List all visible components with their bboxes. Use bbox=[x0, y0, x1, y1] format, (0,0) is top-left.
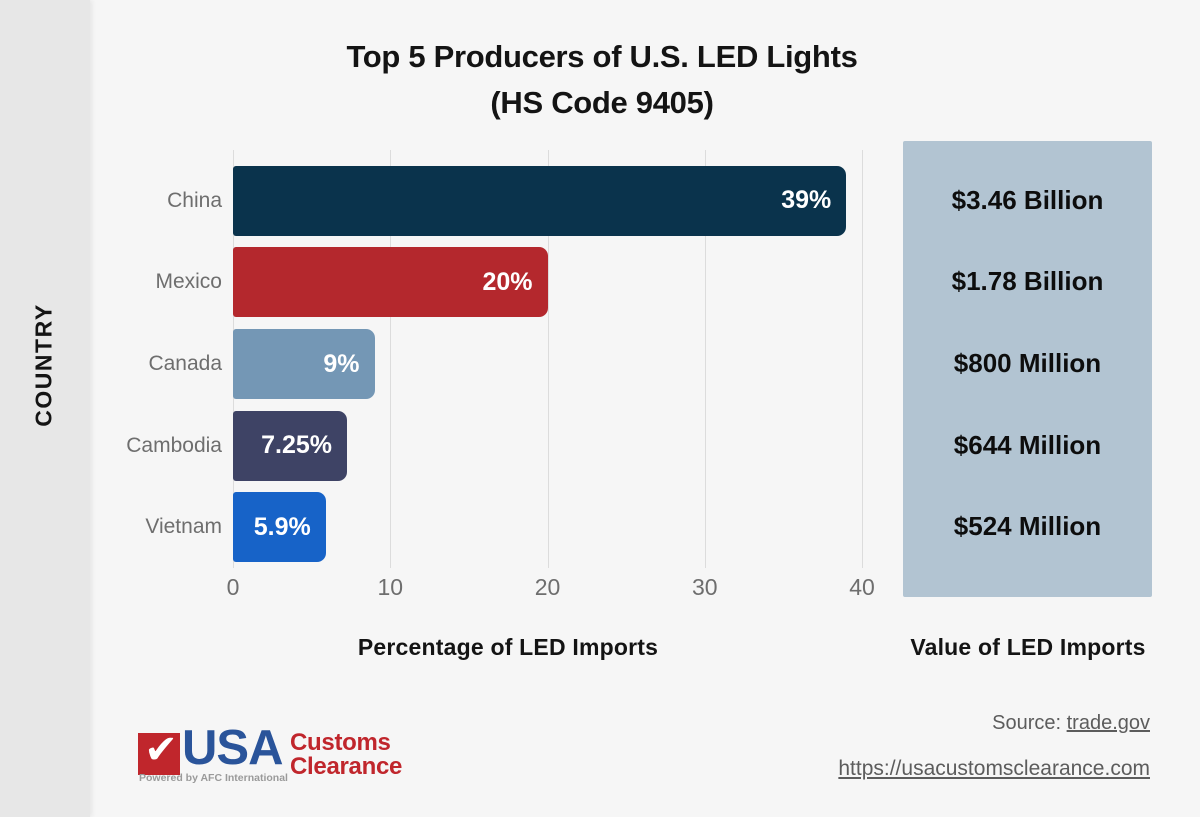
logo-word-clearance: Clearance bbox=[290, 753, 403, 780]
category-label-mexico: Mexico bbox=[155, 270, 222, 294]
import-value-canada: $800 Million bbox=[953, 348, 1102, 378]
site-url-link[interactable]: https://usacustomsclearance.com bbox=[838, 757, 1150, 780]
category-label-cambodia: Cambodia bbox=[126, 433, 222, 457]
source-attribution: Source: trade.gov bbox=[992, 712, 1150, 735]
site-url-line: https://usacustomsclearance.com bbox=[838, 757, 1150, 781]
x-tick-10: 10 bbox=[377, 574, 404, 600]
bar-vietnam: 5.9% bbox=[233, 492, 326, 563]
source-link[interactable]: trade.gov bbox=[1066, 712, 1150, 734]
x-tick-30: 30 bbox=[691, 574, 718, 600]
category-label-vietnam: Vietnam bbox=[145, 515, 222, 539]
bar-canada: 9% bbox=[233, 329, 375, 399]
x-tick-20: 20 bbox=[534, 574, 561, 600]
logo-word-customs: Customs bbox=[290, 729, 391, 756]
import-value-china: $3.46 Billion bbox=[951, 184, 1104, 215]
checkmark-icon: ✔ bbox=[144, 728, 178, 772]
bar-value-label-vietnam: 5.9% bbox=[253, 512, 311, 541]
gridline-30 bbox=[704, 150, 706, 568]
value-panel bbox=[903, 141, 1152, 597]
bar-mexico: 20% bbox=[233, 247, 548, 318]
logo-tagline: Powered by AFC International bbox=[139, 772, 288, 784]
import-value-vietnam: $524 Million bbox=[953, 511, 1102, 542]
gridline-10 bbox=[390, 150, 392, 568]
category-label-china: China bbox=[167, 188, 222, 212]
chart-title: Top 5 Producers of U.S. LED Lights (HS C… bbox=[310, 34, 894, 126]
logo-check-square: ✔ bbox=[138, 728, 180, 775]
usa-customs-clearance-logo: ✔ USA Powered by AFC International Custo… bbox=[138, 721, 438, 790]
chart-title-line1: Top 5 Producers of U.S. LED Lights bbox=[346, 39, 858, 74]
y-axis-title: COUNTRY bbox=[30, 303, 57, 427]
logo-wordmark: Customs Clearance bbox=[290, 731, 402, 779]
import-value-mexico: $1.78 Billion bbox=[951, 266, 1104, 297]
gridline-20 bbox=[547, 150, 549, 568]
bar-china: 39% bbox=[233, 165, 847, 236]
x-axis-title: Percentage of LED Imports bbox=[357, 634, 659, 660]
category-label-canada: Canada bbox=[148, 352, 222, 375]
bar-value-label-canada: 9% bbox=[323, 349, 360, 378]
bar-value-label-mexico: 20% bbox=[482, 267, 533, 296]
x-tick-40: 40 bbox=[849, 574, 875, 600]
source-label: Source: bbox=[992, 712, 1062, 734]
bar-cambodia: 7.25% bbox=[233, 410, 347, 481]
logo-usa-text: USA bbox=[182, 721, 283, 775]
bar-value-label-china: 39% bbox=[781, 186, 832, 215]
x-tick-0: 0 bbox=[226, 574, 240, 600]
gridline-40 bbox=[862, 150, 863, 568]
left-sidebar-strip bbox=[0, 0, 90, 817]
value-panel-title: Value of LED Imports bbox=[910, 634, 1146, 660]
import-value-cambodia: $644 Million bbox=[953, 429, 1102, 460]
chart-title-line2: (HS Code 9405) bbox=[490, 85, 714, 120]
bar-value-label-cambodia: 7.25% bbox=[261, 431, 332, 460]
